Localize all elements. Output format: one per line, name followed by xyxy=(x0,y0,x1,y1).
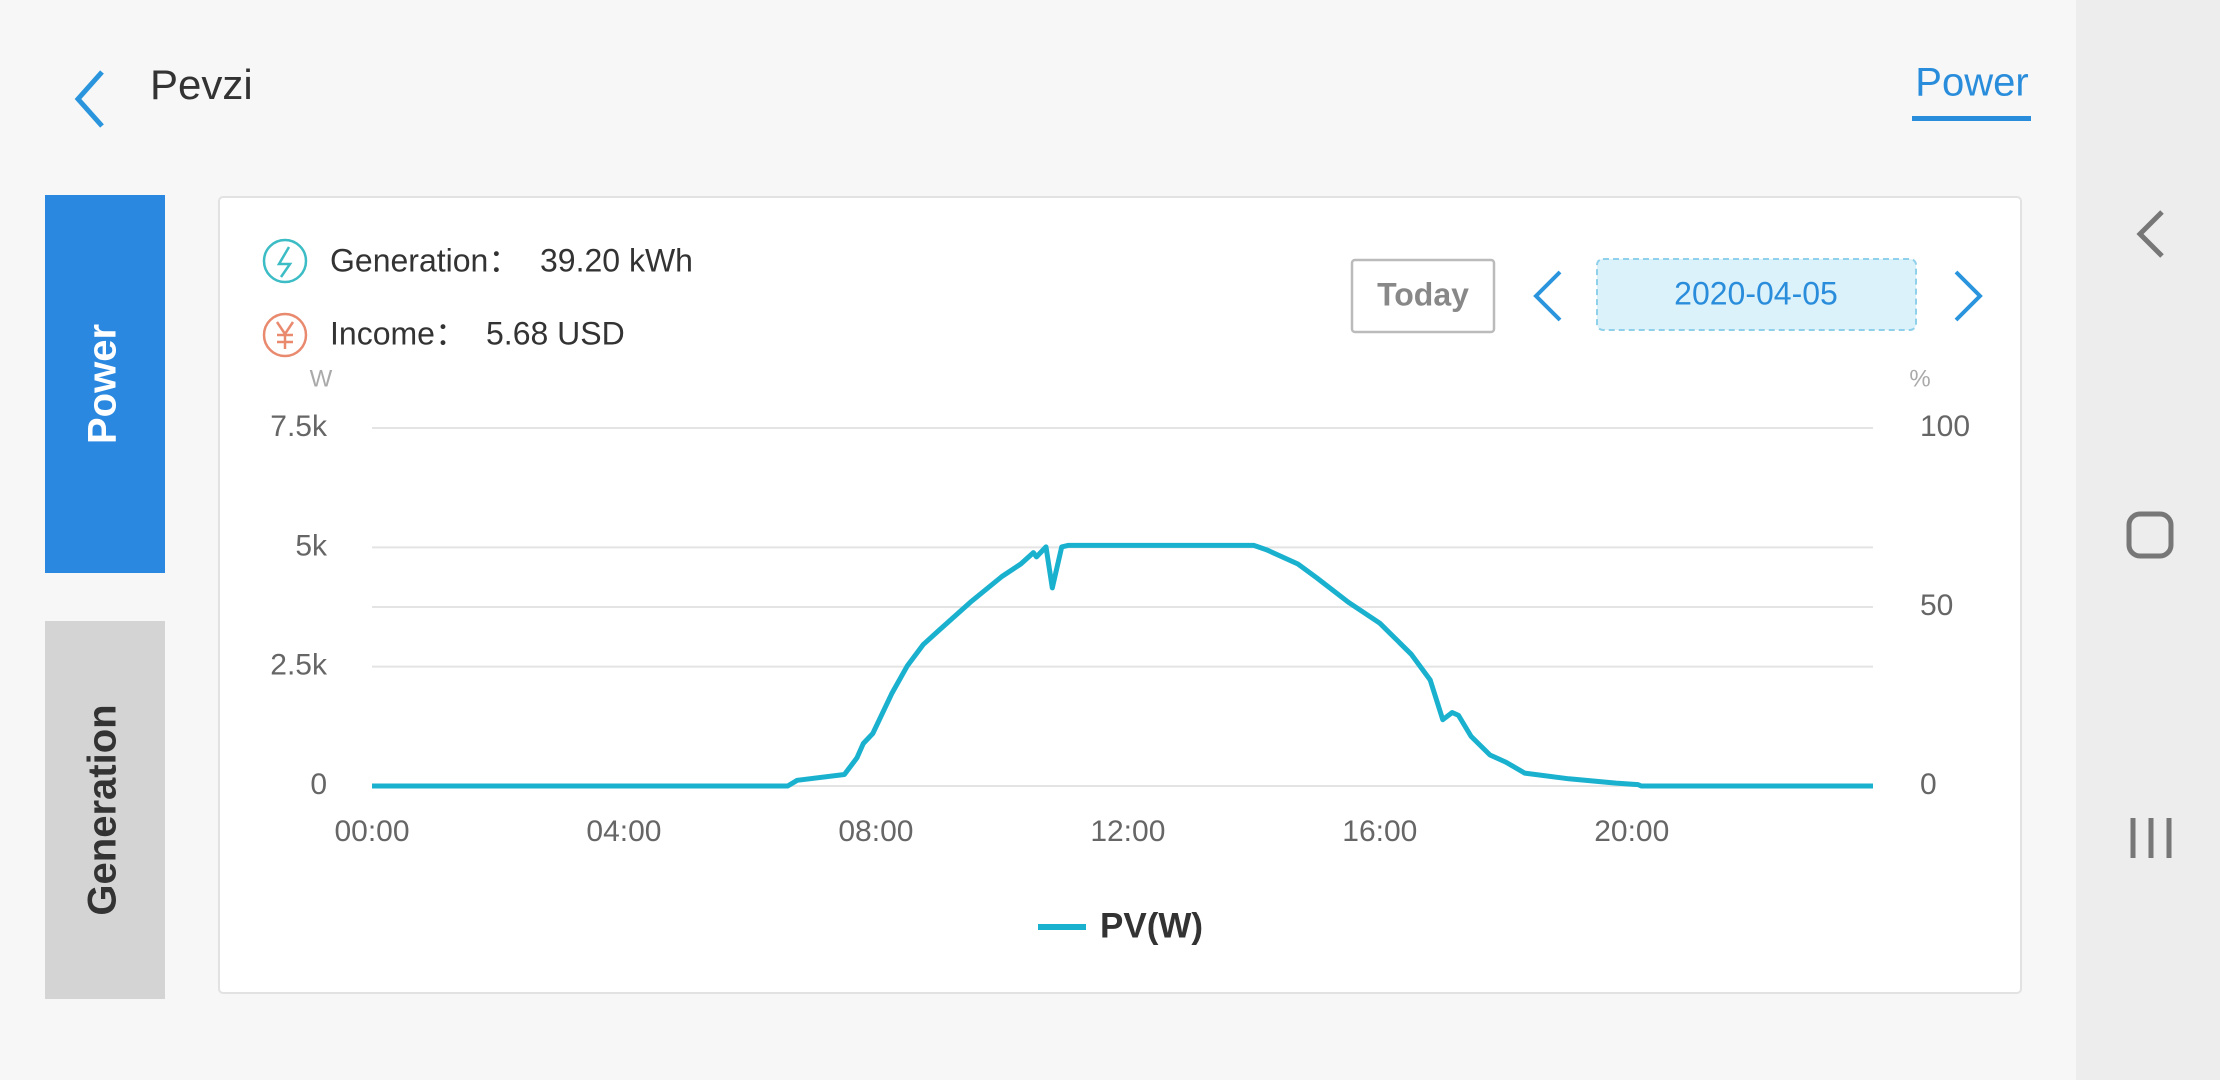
generation-icon xyxy=(262,238,308,284)
date-picker[interactable] xyxy=(1596,258,1917,331)
y-tick-label: 7.5k xyxy=(270,410,328,443)
x-tick-label: 08:00 xyxy=(838,815,913,848)
chart-card xyxy=(218,196,2022,994)
prev-date[interactable] xyxy=(1533,270,1562,322)
generation-icon-bolt xyxy=(276,246,293,278)
side-tab-label: Generation xyxy=(81,704,125,915)
side-tab-active[interactable] xyxy=(45,195,165,573)
side-tab[interactable] xyxy=(45,621,165,999)
today-label: Today xyxy=(1377,276,1469,312)
nav-home[interactable] xyxy=(2126,511,2174,559)
side-tab-label: Power xyxy=(81,324,125,444)
y-tick-label: 0 xyxy=(310,768,327,801)
next-date[interactable] xyxy=(1954,270,1983,322)
income-icon-yen xyxy=(275,321,295,349)
y-tick-label: 5k xyxy=(295,529,328,562)
nav-bar xyxy=(2076,0,2220,1080)
series-line xyxy=(372,542,1873,789)
y2-axis-unit: % xyxy=(1909,365,1930,392)
income-value: 5.68 USD xyxy=(486,315,625,351)
x-tick-label: 04:00 xyxy=(586,815,661,848)
today-button[interactable] xyxy=(1350,258,1496,334)
top-tab[interactable]: Power xyxy=(1915,61,2028,105)
x-tick-label: 20:00 xyxy=(1594,815,1669,848)
income-label: Income： xyxy=(330,315,467,351)
generation-value: 39.20 kWh xyxy=(540,242,693,278)
x-tick-label: 12:00 xyxy=(1090,815,1165,848)
y2-tick-label: 0 xyxy=(1920,768,1937,801)
x-tick-label: 00:00 xyxy=(334,815,409,848)
x-tick-label: 16:00 xyxy=(1342,815,1417,848)
page-title: Pevzi xyxy=(150,61,253,108)
nav-back[interactable] xyxy=(2136,210,2164,258)
income-icon xyxy=(262,312,308,358)
legend-label: PV(W) xyxy=(1100,906,1203,945)
y2-tick-label: 50 xyxy=(1920,589,1953,622)
y2-tick-label: 100 xyxy=(1920,410,1970,443)
generation-label: Generation： xyxy=(330,242,520,278)
back-button[interactable] xyxy=(74,70,104,128)
nav-recent[interactable] xyxy=(2130,818,2172,858)
y-axis-unit: W xyxy=(310,365,333,392)
tab-underline xyxy=(1912,116,2031,121)
date-label: 2020-04-05 xyxy=(1674,275,1838,311)
y-tick-label: 2.5k xyxy=(270,649,328,682)
plot: 0 2.5k 5k 7.5k 0 50 100 00:00 04:00 08:00 12:00 16:… xyxy=(270,410,1970,848)
